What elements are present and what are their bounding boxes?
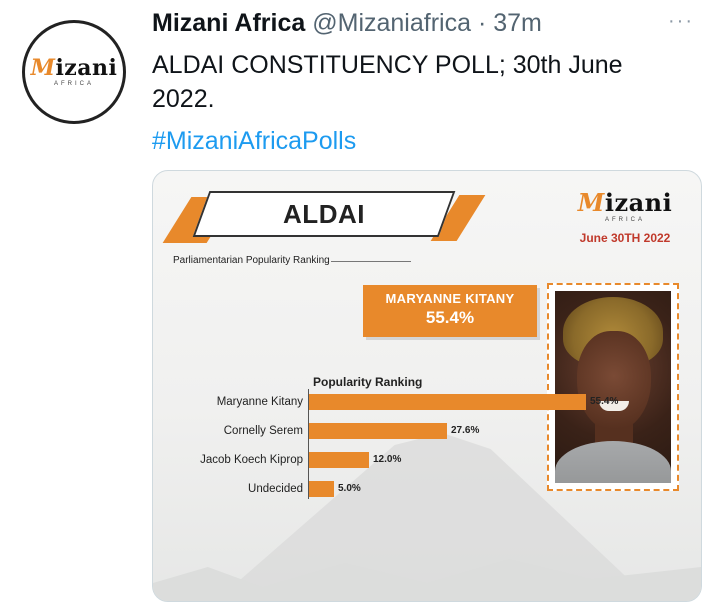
handle[interactable]: @Mizaniafrica — [312, 9, 471, 37]
winner-name: MARYANNE KITANY — [385, 291, 515, 306]
photo-clothing — [555, 441, 671, 483]
brand-logo-sub: AFRICA — [604, 217, 645, 223]
poll-image[interactable]: ALDAI Parliamentarian Popularity Ranking… — [152, 170, 702, 602]
chart-category-label: Cornelly Serem — [223, 425, 303, 437]
timestamp[interactable]: 37m — [493, 9, 542, 37]
avatar-logo-sub: AFRICA — [53, 81, 94, 87]
chart-bar — [309, 481, 334, 497]
photo-smile — [599, 401, 629, 411]
chart-value-label: 27.6% — [451, 425, 480, 436]
hashtag-link[interactable]: #MizaniAfricaPolls — [152, 127, 357, 155]
brand-logo-word: Mizani — [577, 188, 673, 217]
chart-category-label: Maryanne Kitany — [216, 396, 303, 408]
poster-title: ALDAI — [283, 198, 365, 229]
chart-value-label: 12.0% — [373, 454, 402, 465]
avatar-logo: Mizani — [30, 55, 118, 81]
chart-category-label: Undecided — [248, 483, 303, 495]
tweet-header: Mizani Africa @Mizaniafrica · 37m — [152, 8, 542, 38]
brand-logo: Mizani AFRICA June 30TH 2022 — [565, 188, 685, 246]
chart-value-label: 5.0% — [338, 483, 361, 494]
chart-title: Popularity Ranking — [313, 375, 423, 389]
more-options-icon[interactable]: ··· — [668, 10, 694, 32]
photo-face — [577, 331, 651, 431]
poster-subtitle: Parliamentarian Popularity Ranking — [173, 255, 330, 266]
winner-box: MARYANNE KITANY 55.4% — [363, 285, 537, 337]
chart-bar — [309, 423, 447, 439]
display-name[interactable]: Mizani Africa — [152, 9, 306, 37]
poll-date: June 30TH 2022 — [579, 231, 671, 245]
chart-bar — [309, 394, 586, 410]
chart-category-label: Jacob Koech Kiprop — [200, 454, 303, 466]
winner-percent: 55.4% — [425, 308, 475, 327]
chart-bar — [309, 452, 369, 468]
chart-axis — [308, 389, 309, 499]
avatar[interactable]: Mizani AFRICA — [22, 20, 126, 124]
title-banner: ALDAI — [162, 191, 486, 243]
separator: · — [477, 9, 487, 37]
candidate-photo-frame — [547, 283, 679, 491]
subtitle-rule — [331, 261, 411, 262]
chart-value-label: 55.4% — [590, 396, 619, 407]
tweet-text: ALDAI CONSTITUENCY POLL; 30th June 2022. — [152, 51, 623, 113]
candidate-photo — [555, 291, 671, 483]
